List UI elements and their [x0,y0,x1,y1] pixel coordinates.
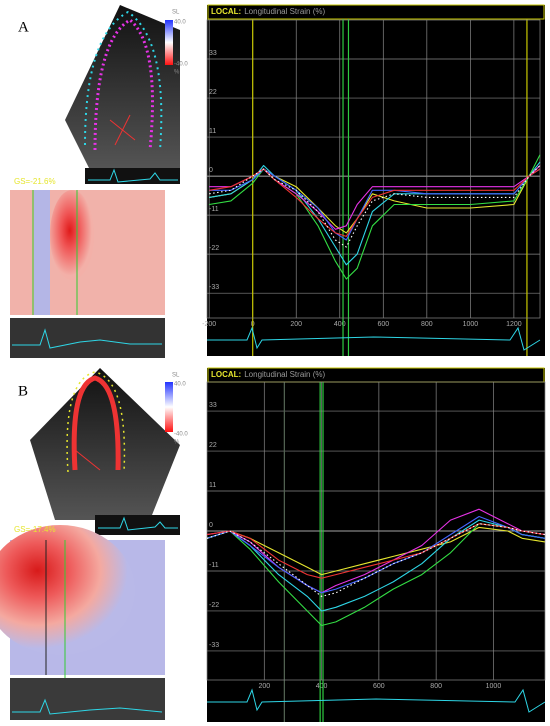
color-bar [165,20,173,65]
y-tick-label: -33 [209,642,219,649]
scale-max: 40.0 [174,20,186,26]
y-tick-label: -11 [209,562,219,569]
strain-map-blob [0,525,135,655]
x-tick-label: 400 [334,321,346,328]
x-tick-label: 1000 [463,321,479,328]
scale-min: -40.0 [174,432,188,438]
x-tick-label: 800 [430,683,442,690]
x-tick-label: 600 [373,683,385,690]
strain-curve [206,515,546,594]
scale-title: SL [172,373,180,379]
chart-title-prefix: LOCAL: [211,7,241,16]
ecg-strip [95,515,180,535]
title-box [207,4,545,20]
chart-title-prefix: LOCAL: [211,370,241,379]
x-tick-label: 1200 [506,321,522,328]
plot-frame [206,381,546,681]
chart-title: LOCAL: Longitudinal Strain (%) [211,370,325,379]
mmode-strip [10,318,165,358]
y-tick-label: 0 [209,522,213,529]
color-bar [165,382,173,432]
ecg-trace [207,688,546,713]
y-tick-label: 33 [209,50,217,57]
y-tick-label: 11 [209,128,216,135]
ecg-trace [12,698,163,715]
strain-curve [209,168,541,241]
panel-label: A [18,19,29,35]
strain-curve [209,165,541,248]
axis-marker [114,114,131,146]
global-strain: GS=-17.4% [14,525,56,534]
chart-title-text: Longitudinal Strain (%) [244,7,325,16]
strain-curve [206,508,546,594]
y-tick-label: -11 [209,206,219,213]
x-tick-label: 200 [290,321,302,328]
mmode-strip [10,678,165,720]
strain-map-band [34,190,50,315]
ecg-trace [12,328,162,349]
scale-max: 40.0 [174,382,186,388]
strain-curve [209,154,541,280]
panel-label: B [18,383,28,399]
x-tick-label: 800 [421,321,433,328]
echo-fan [30,368,180,520]
chart-title: LOCAL: Longitudinal Strain (%) [211,7,325,16]
x-tick-label: 400 [316,683,328,690]
axis-marker [74,449,101,471]
ecg-trace [98,516,178,531]
y-tick-label: 11 [209,482,216,489]
strain-curve [206,519,546,612]
panel-a-images: A GS=-21.6% SL 40.0 -40.0 % [10,5,188,358]
chart-title-text: Longitudinal Strain (%) [244,370,325,379]
myocardium-trace [84,10,163,151]
plot-background [207,368,545,722]
x-tick-label: 600 [377,321,389,328]
ecg-trace [207,326,541,351]
y-tick-label: -33 [209,284,219,291]
scale-title: SL [172,10,180,16]
y-tick-label: -22 [209,245,219,252]
scale-unit: % [174,70,180,76]
echo-fan [65,5,180,170]
ecg-strip [85,168,180,184]
strain-map-blob [50,190,94,280]
strain-curve [206,523,546,579]
scale-unit: % [174,440,180,446]
plot-background [207,5,545,356]
y-tick-label: 22 [209,442,217,449]
y-tick-label: 33 [209,402,217,409]
x-tick-label: -200 [202,321,216,328]
global-strain: GS=-21.6% [14,177,56,186]
x-tick-label: 200 [258,683,270,690]
myocardium-trace [93,18,154,151]
y-tick-label: 0 [209,167,213,174]
myocardium-trace [71,375,121,471]
strain-curve [206,526,546,576]
x-tick-label: 1000 [486,683,502,690]
panel-b-images: B GS=-17.4% SL 40.0 -40.0 % [0,368,188,720]
scale-min: -40.0 [174,62,188,68]
y-tick-label: 22 [209,89,217,96]
y-tick-label: -22 [209,602,219,609]
ecg-trace [88,168,178,183]
